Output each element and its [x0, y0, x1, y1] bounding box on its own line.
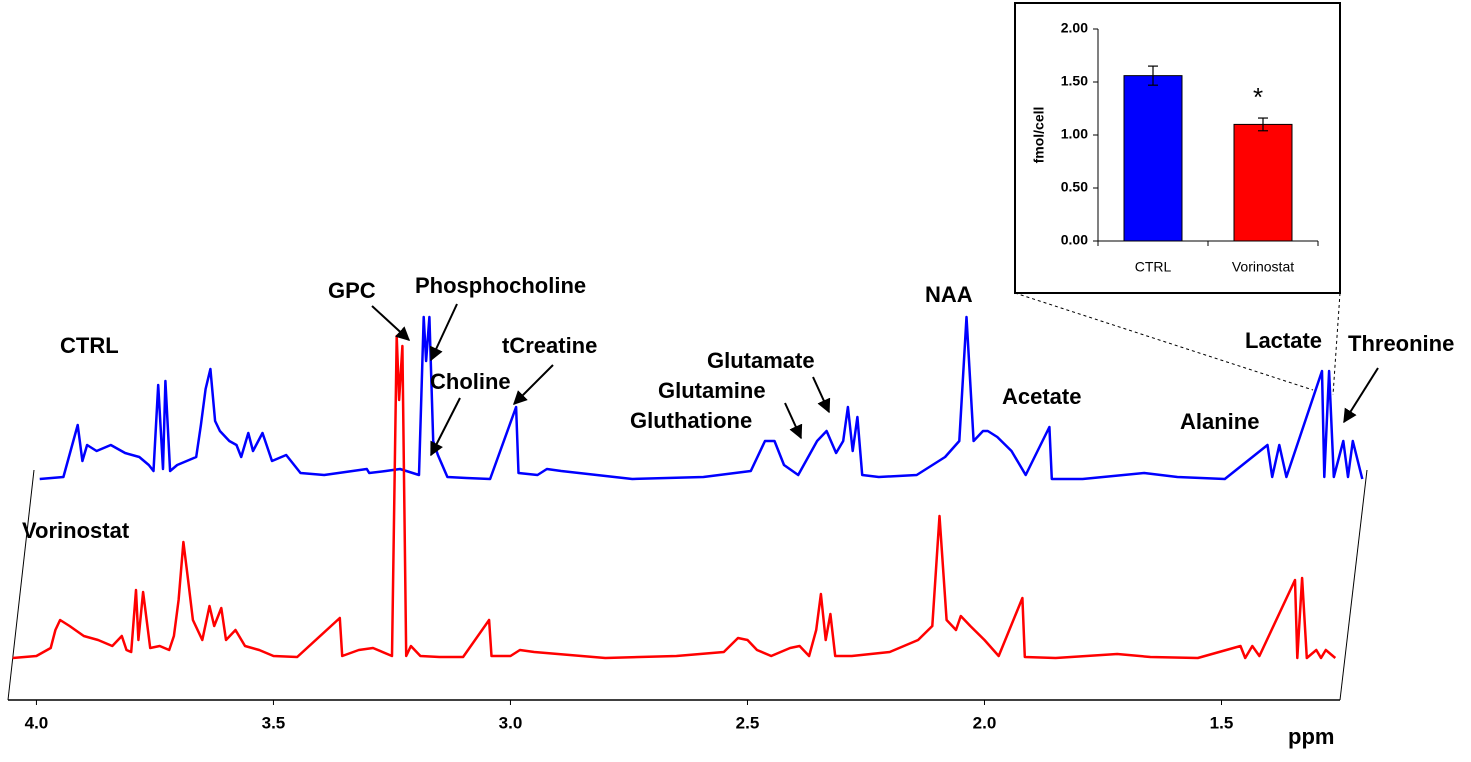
zoom-line [1332, 292, 1341, 396]
x-tick-label: 2.0 [973, 713, 997, 732]
series-label: Vorinostat [22, 518, 130, 543]
annotation: Gluthatione [630, 408, 752, 433]
x-tick-label: CTRL [1135, 259, 1172, 275]
y-tick-label: 1.50 [1061, 73, 1088, 89]
arrow [812, 376, 831, 414]
annotation: GPC [328, 278, 376, 303]
arrow [429, 303, 458, 362]
spectra [12, 315, 1364, 705]
annotation: NAA [925, 282, 973, 307]
series-label: CTRL [60, 333, 119, 358]
annotation: Lactate [1245, 328, 1322, 353]
x-tick-label: 3.0 [499, 713, 523, 732]
annotation: Phosphocholine [415, 273, 586, 298]
arrow [371, 305, 411, 341]
spectrum-line [12, 334, 1337, 660]
annotation: Choline [430, 369, 511, 394]
bar [1123, 75, 1183, 242]
y-tick-label: 2.00 [1061, 20, 1088, 36]
annotation: Glutamine [658, 378, 766, 403]
significance-mark: * [1253, 82, 1263, 112]
arrow [430, 397, 461, 457]
x-tick-label: 3.5 [262, 713, 286, 732]
inset-chart: 0.00 0.50 1.00 1.50 2.00 CTRL Vorinostat [1061, 20, 1319, 275]
x-tick-label: 2.5 [736, 713, 760, 732]
arrow [1343, 367, 1379, 424]
x-tick-label: Vorinostat [1232, 259, 1294, 275]
frame-left [7, 469, 35, 701]
y-tick-label: 1.00 [1061, 126, 1088, 142]
annotation: Acetate [1002, 384, 1081, 409]
frame-right [1339, 469, 1368, 701]
annotation: Alanine [1180, 409, 1259, 434]
zoom-line [1014, 292, 1314, 391]
y-tick-label: 0.00 [1061, 232, 1088, 248]
y-axis-label: fmol/cell [1031, 107, 1047, 164]
annotation: tCreatine [502, 333, 597, 358]
annotation: Glutamate [707, 348, 815, 373]
x-tick-label: 1.5 [1210, 713, 1234, 732]
arrow [784, 402, 803, 440]
annotation: Threonine [1348, 331, 1454, 356]
bar [1233, 123, 1293, 242]
x-axis-label: ppm [1288, 724, 1334, 749]
x-tick-label: 4.0 [25, 713, 49, 732]
spectrum-line [39, 315, 1364, 481]
y-tick-label: 0.50 [1061, 179, 1088, 195]
arrow [513, 364, 554, 405]
